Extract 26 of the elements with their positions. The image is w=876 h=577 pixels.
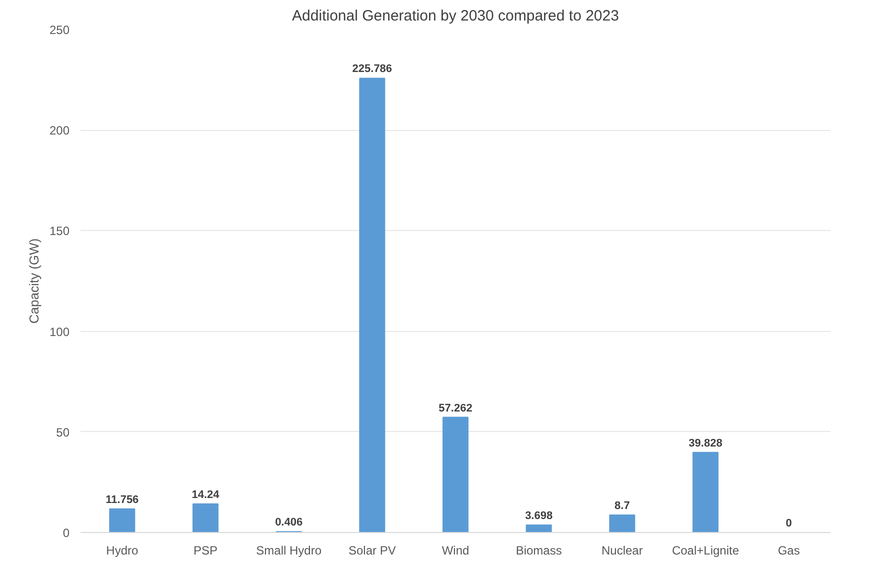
y-tick-label: 250 bbox=[49, 23, 70, 37]
data-label: 8.7 bbox=[614, 500, 630, 512]
data-label: 0.406 bbox=[275, 516, 303, 529]
chart-title: Additional Generation by 2030 compared to 2023 bbox=[292, 8, 619, 24]
x-tick-label: Solar PV bbox=[348, 544, 396, 558]
y-tick-label: 150 bbox=[49, 224, 70, 238]
x-tick-label: Coal+Lignite bbox=[672, 544, 740, 558]
data-label: 14.24 bbox=[192, 488, 220, 501]
x-tick-label: Small Hydro bbox=[256, 544, 322, 558]
x-tick-label: Hydro bbox=[106, 544, 138, 558]
y-tick-label: 0 bbox=[62, 526, 70, 540]
data-label: 225.786 bbox=[352, 63, 392, 76]
data-label: 11.756 bbox=[106, 494, 139, 506]
data-label: 0 bbox=[786, 518, 792, 530]
y-tick-label: 50 bbox=[56, 425, 70, 440]
y-tick-label: 100 bbox=[49, 324, 70, 339]
x-tick-label: Biomass bbox=[516, 544, 562, 558]
data-label: 57.262 bbox=[438, 402, 472, 414]
data-label: 3.698 bbox=[525, 510, 553, 522]
x-tick-label: PSP bbox=[193, 544, 218, 558]
x-tick-label: Gas bbox=[778, 544, 800, 558]
x-tick-label: Nuclear bbox=[601, 544, 643, 558]
x-tick-label: Wind bbox=[442, 544, 470, 558]
y-axis-title: Capacity (GW) bbox=[26, 238, 42, 324]
y-tick-label: 200 bbox=[49, 124, 70, 138]
data-label: 39.828 bbox=[688, 437, 722, 450]
